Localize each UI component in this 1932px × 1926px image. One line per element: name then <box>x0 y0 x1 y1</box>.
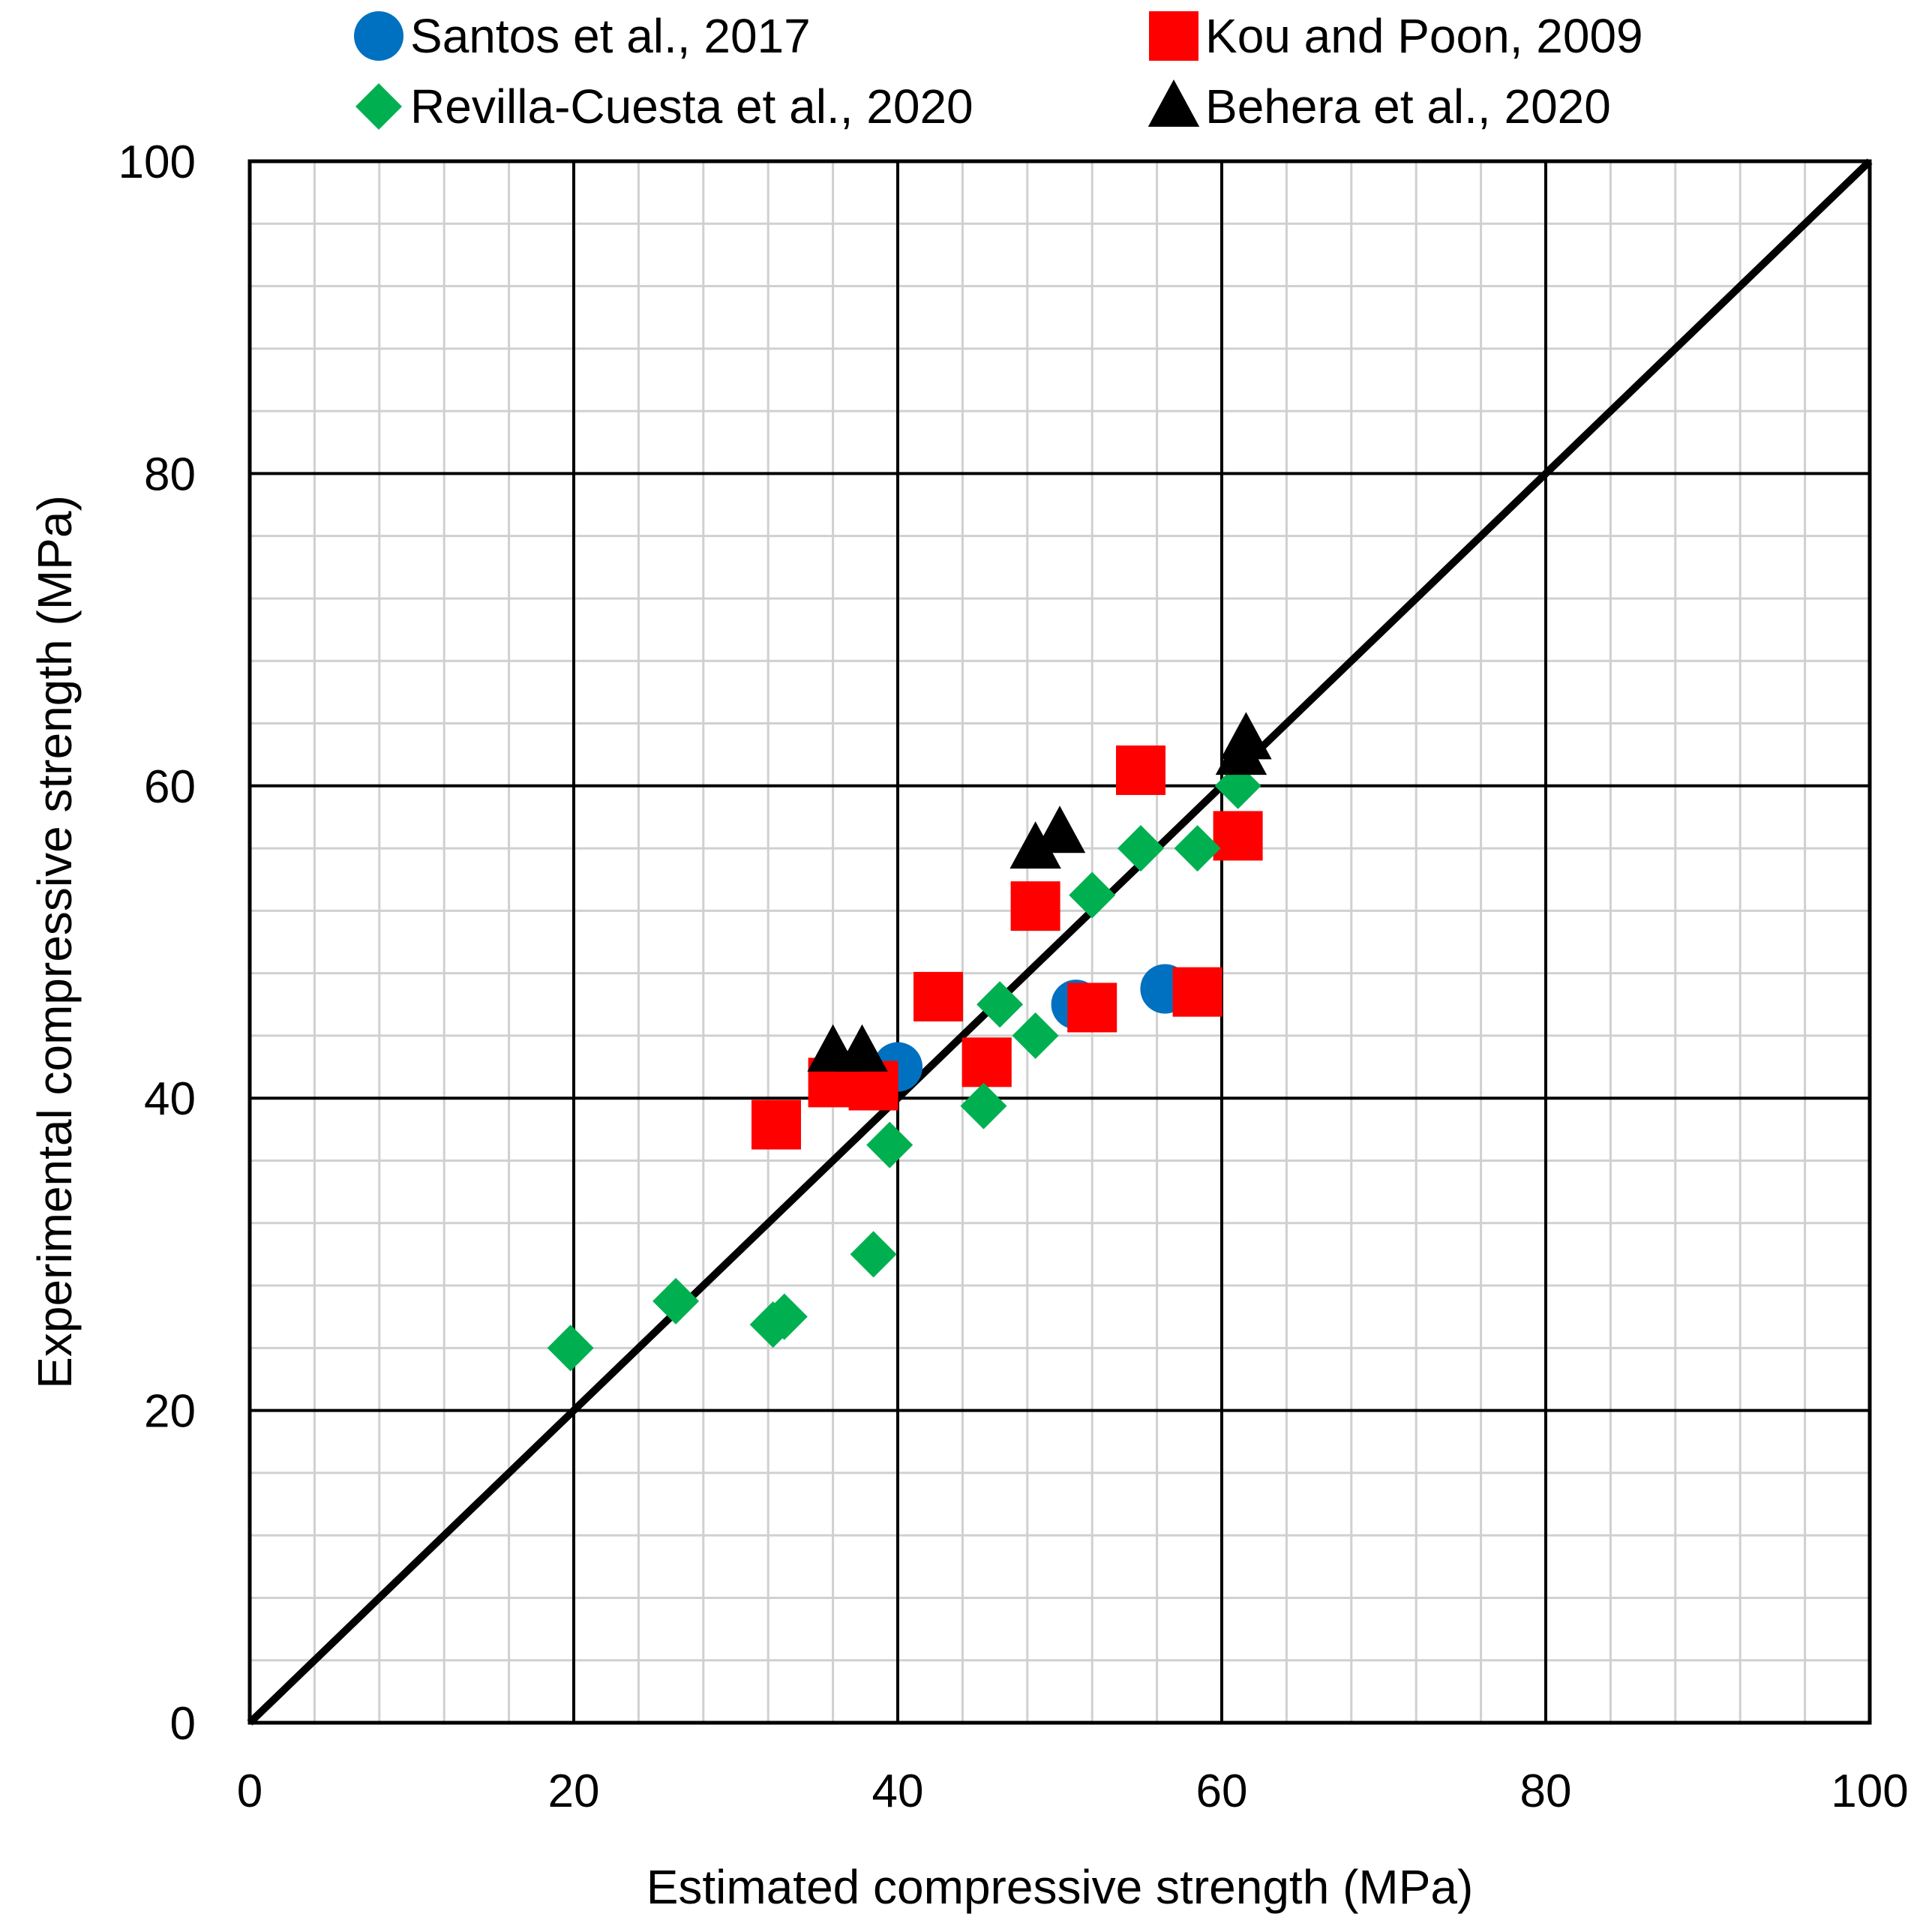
x-tick-label: 80 <box>1520 1766 1572 1817</box>
data-point-diamond <box>850 1231 897 1278</box>
legend-label: Behera et al., 2020 <box>1205 80 1611 134</box>
x-axis-tick-labels: 0 20 40 60 80 100 <box>237 1766 1909 1817</box>
data-point-triangle <box>1220 712 1272 760</box>
data-point-square <box>1010 881 1060 932</box>
legend-item: Revilla-Cuesta et al., 2020 <box>356 80 974 134</box>
data-point-diamond <box>1069 872 1116 919</box>
data-point-square <box>914 971 963 1022</box>
data-point-diamond <box>960 1082 1007 1130</box>
data-point-diamond <box>760 1293 808 1340</box>
data-point-diamond <box>1174 825 1221 872</box>
series-triangle <box>807 712 1272 1072</box>
x-tick-label: 100 <box>1831 1766 1908 1817</box>
y-tick-label: 100 <box>118 136 196 188</box>
y-tick-label: 40 <box>144 1073 196 1125</box>
data-point-diamond <box>652 1277 700 1324</box>
data-point-diamond <box>1012 1012 1059 1059</box>
legend-item: Behera et al., 2020 <box>1148 80 1611 134</box>
legend-swatch-triangle <box>1148 80 1200 127</box>
data-point-square <box>962 1037 1012 1088</box>
data-point-square <box>1067 982 1118 1033</box>
plot-area-frame <box>248 159 1872 1725</box>
legend-swatch-diamond <box>356 83 402 130</box>
y-tick-label: 20 <box>144 1386 196 1438</box>
data-point-triangle <box>836 1024 888 1072</box>
y-axis-tick-labels: 0 20 40 60 80 100 <box>118 136 196 1750</box>
data-point-diamond <box>866 1121 914 1168</box>
y-tick-label: 80 <box>144 448 196 500</box>
data-point-diamond <box>1118 825 1164 872</box>
legend-item: Kou and Poon, 2009 <box>1149 9 1643 63</box>
data-point-triangle <box>1034 806 1086 854</box>
legend-swatch-circle <box>354 11 404 61</box>
data-point-square <box>752 1100 801 1150</box>
data-point-diamond <box>976 981 1024 1028</box>
legend-swatch-square <box>1149 11 1198 61</box>
legend-label: Revilla-Cuesta et al., 2020 <box>410 80 974 134</box>
x-axis-title: Estimated compressive strength (MPa) <box>646 1860 1474 1914</box>
data-point-square <box>1213 811 1263 861</box>
data-point-square <box>1116 745 1166 795</box>
data-point-square <box>1172 967 1222 1017</box>
x-tick-label: 60 <box>1196 1766 1248 1817</box>
legend-item: Santos et al., 2017 <box>354 9 811 63</box>
y-axis-title: Experimental compressive strength (MPa) <box>28 495 82 1389</box>
x-tick-label: 40 <box>872 1766 924 1817</box>
x-tick-label: 0 <box>237 1766 262 1817</box>
legend-label: Santos et al., 2017 <box>410 9 811 63</box>
x-tick-label: 20 <box>548 1766 600 1817</box>
series-diamond <box>547 762 1262 1372</box>
data-marks <box>547 712 1272 1372</box>
y-tick-label: 0 <box>170 1698 196 1750</box>
reference-line-y-equals-x <box>247 158 1873 1726</box>
y-tick-label: 60 <box>144 761 196 813</box>
data-point-diamond <box>547 1324 594 1372</box>
legend: Santos et al., 2017 Kou and Poon, 2009 Rev… <box>354 9 1643 134</box>
data-point-triangle <box>1010 821 1061 869</box>
legend-label: Kou and Poon, 2009 <box>1205 9 1643 63</box>
